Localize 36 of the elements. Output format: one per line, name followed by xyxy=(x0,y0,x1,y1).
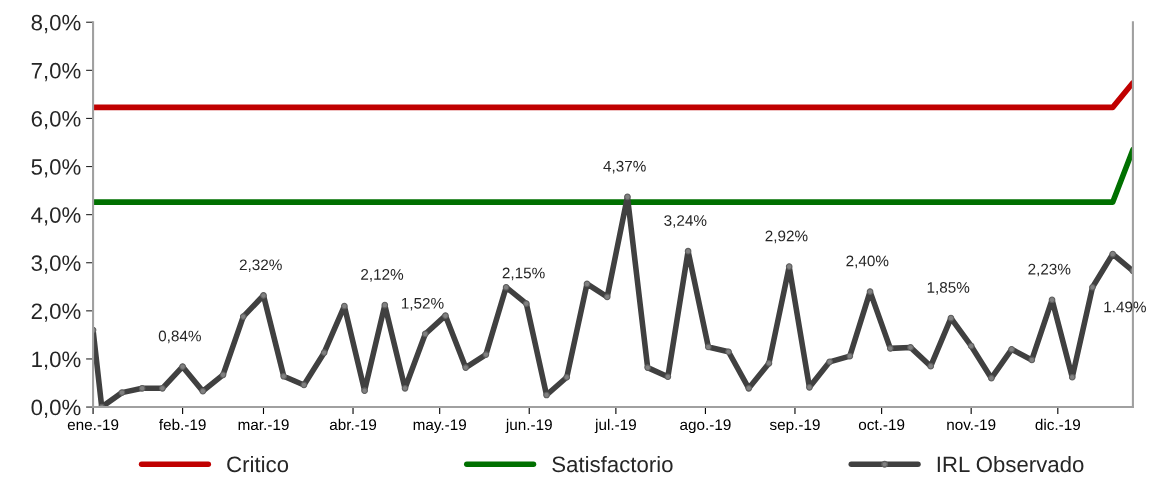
data-label: 0,84% xyxy=(158,330,201,344)
legend-label: Satisfactorio xyxy=(552,455,673,473)
x-tick-label: nov.-19 xyxy=(947,419,996,431)
annotation: 1.49% xyxy=(1104,301,1146,313)
data-label: 2,40% xyxy=(846,255,889,269)
x-tick-label: jul.-19 xyxy=(594,418,636,434)
y-tick-label: 0,0% xyxy=(31,399,81,418)
x-tick-label: sep.-19 xyxy=(769,419,820,434)
legend-label: Critico xyxy=(227,455,289,473)
legend-label: IRL Observado xyxy=(937,455,1084,473)
data-label: 2,32% xyxy=(239,259,282,273)
x-tick-label: ago.-19 xyxy=(680,419,731,434)
y-tick-label: 2,0% xyxy=(31,303,81,322)
data-label: 1,85% xyxy=(927,282,970,295)
x-tick-label: ene.-19 xyxy=(67,419,119,431)
y-tick-label: 3,0% xyxy=(31,255,81,274)
data-label: 2,92% xyxy=(765,230,808,244)
y-tick-label: 8,0% xyxy=(31,14,81,34)
x-tick-label: dic.-19 xyxy=(1035,418,1081,431)
data-label: 3,24% xyxy=(664,215,707,228)
x-tick-label: may.-19 xyxy=(413,419,466,434)
x-tick-label: jun.-19 xyxy=(505,418,552,434)
x-tick-label: mar.-19 xyxy=(238,419,289,431)
x-tick-label: abr.-19 xyxy=(329,418,377,431)
data-label: 2,23% xyxy=(1028,263,1071,277)
y-tick-label: 6,0% xyxy=(31,110,81,130)
data-label: 4,37% xyxy=(603,160,646,174)
data-label: 2,15% xyxy=(502,267,545,281)
x-tick-label: feb.-19 xyxy=(159,418,206,431)
data-label: 1,52% xyxy=(401,297,444,311)
y-tick-label: 1,0% xyxy=(32,351,81,370)
y-tick-label: 5,0% xyxy=(31,159,81,178)
y-tick-label: 4,0% xyxy=(31,207,81,226)
data-label: 2,12% xyxy=(361,269,404,282)
x-tick-label: oct.-19 xyxy=(858,419,905,431)
y-tick-label: 7,0% xyxy=(31,62,81,82)
